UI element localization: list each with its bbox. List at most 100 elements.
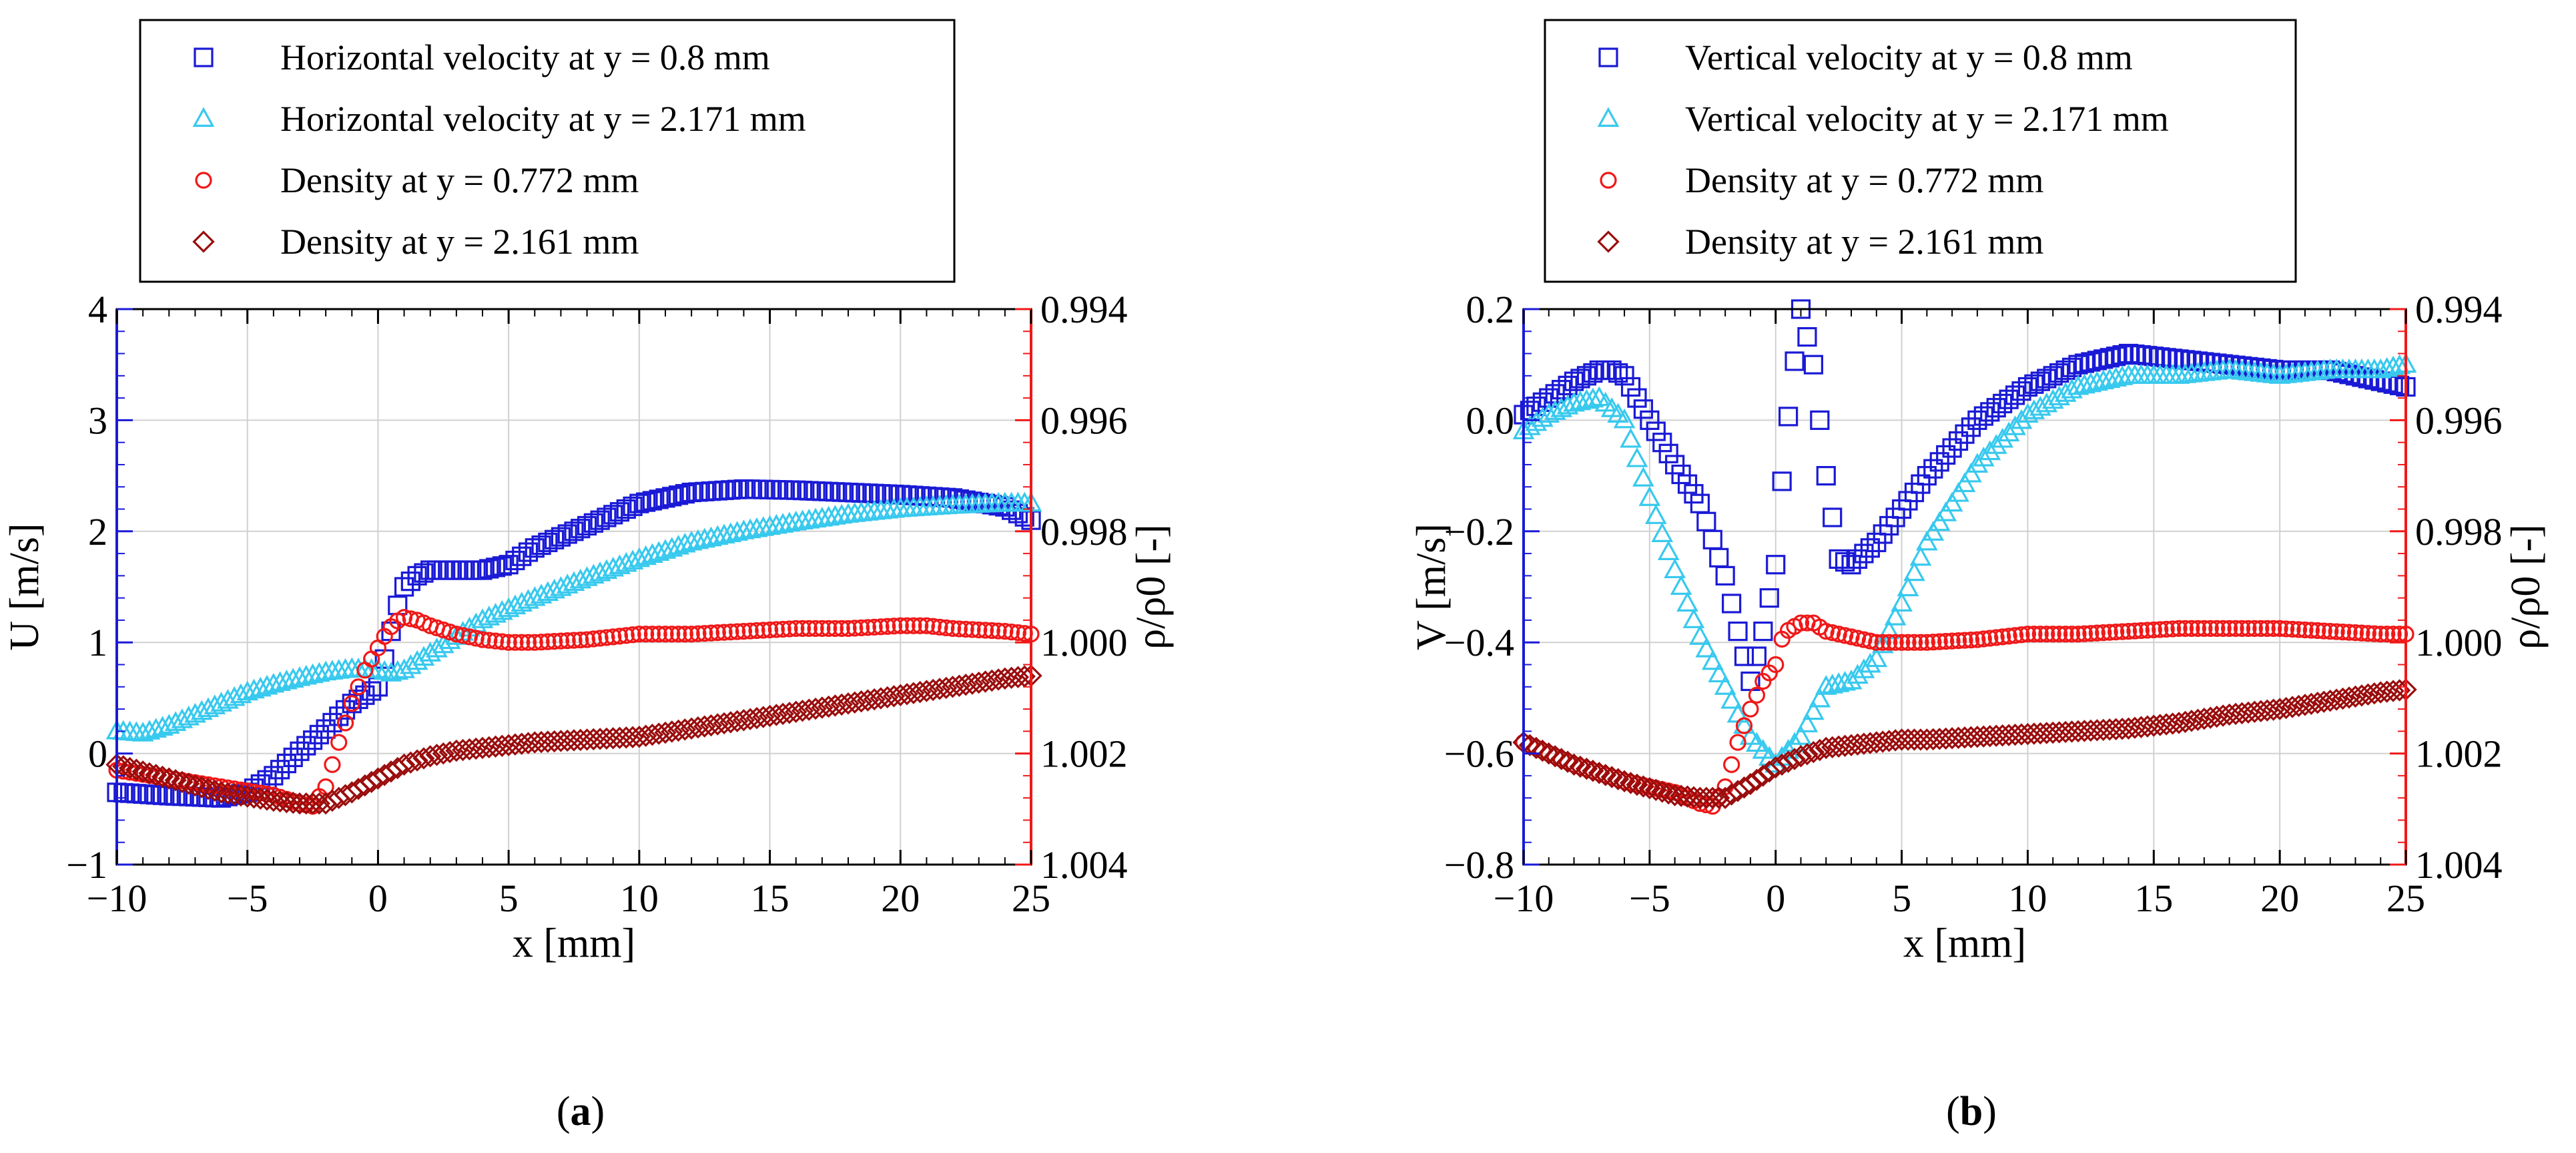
data-point xyxy=(362,681,382,701)
data-point xyxy=(832,482,852,502)
data-point xyxy=(1846,733,1869,756)
data-point xyxy=(2063,626,2081,643)
data-point xyxy=(1664,558,1686,579)
data-point xyxy=(582,563,605,584)
data-point xyxy=(1689,625,1711,645)
data-point xyxy=(2369,681,2392,704)
data-point xyxy=(2104,718,2128,740)
data-point xyxy=(2332,363,2353,383)
data-point xyxy=(1821,736,1844,758)
data-point xyxy=(1632,467,1654,487)
data-point xyxy=(1626,447,1648,467)
data-point xyxy=(1797,327,1817,347)
data-point xyxy=(876,686,899,709)
data-point xyxy=(531,535,551,555)
data-point xyxy=(419,745,442,768)
data-point xyxy=(2085,371,2108,391)
data-point xyxy=(2092,718,2115,741)
data-point xyxy=(407,565,427,586)
data-point xyxy=(1815,675,1837,695)
data-point xyxy=(2079,719,2102,742)
data-point xyxy=(1644,778,1667,801)
data-point xyxy=(1582,759,1604,782)
data-point xyxy=(693,527,716,548)
data-point xyxy=(938,619,955,636)
data-point xyxy=(2372,626,2389,643)
data-point xyxy=(745,517,768,537)
data-point xyxy=(830,693,853,716)
data-point xyxy=(1928,728,1951,750)
data-point xyxy=(1975,630,1992,648)
data-point xyxy=(662,487,682,507)
y-tick-label: 0.2 xyxy=(1466,288,1515,331)
data-point xyxy=(2158,620,2175,638)
data-point xyxy=(308,792,331,815)
data-point xyxy=(1723,756,1740,773)
data-point xyxy=(616,499,636,519)
data-point xyxy=(288,666,311,686)
data-point xyxy=(2256,699,2278,722)
data-point xyxy=(2057,626,2074,643)
data-point xyxy=(464,737,487,760)
data-point xyxy=(1953,472,1976,493)
data-point xyxy=(1632,775,1655,798)
data-point xyxy=(647,541,670,561)
y2-axis-label: ρ/ρ0 [-] xyxy=(1129,524,1174,650)
data-point xyxy=(2202,620,2219,638)
data-point xyxy=(399,751,422,774)
data-point xyxy=(564,521,584,541)
data-point xyxy=(2287,694,2310,718)
data-point xyxy=(2164,620,2182,638)
data-point xyxy=(1651,780,1674,803)
data-point xyxy=(879,618,896,635)
data-point xyxy=(2152,621,2169,638)
data-point xyxy=(628,547,651,567)
data-point xyxy=(2068,355,2088,375)
data-point xyxy=(1827,672,1850,692)
data-point xyxy=(1525,736,1548,759)
data-point xyxy=(1925,634,1942,651)
data-point xyxy=(1702,529,1722,549)
data-point xyxy=(2126,622,2144,640)
data-point xyxy=(1941,491,1963,512)
data-point xyxy=(1767,656,1785,674)
data-point xyxy=(1905,634,1923,651)
data-point xyxy=(131,760,154,783)
data-point xyxy=(806,481,826,501)
data-point xyxy=(576,566,598,586)
x-tick-label: −5 xyxy=(227,877,268,920)
data-point xyxy=(1943,632,1961,650)
data-point xyxy=(1816,465,1836,486)
data-point xyxy=(2176,620,2194,638)
data-point xyxy=(210,781,233,804)
data-point xyxy=(2378,626,2396,643)
data-point xyxy=(1903,728,1926,751)
data-point xyxy=(1956,632,1973,649)
data-point xyxy=(119,783,140,803)
data-point xyxy=(1884,606,1907,626)
data-point xyxy=(1865,731,1888,754)
data-point xyxy=(1922,521,1945,541)
data-point xyxy=(557,524,577,544)
data-point xyxy=(2376,680,2398,703)
data-point xyxy=(249,787,272,810)
data-point xyxy=(1728,621,1748,642)
data-point xyxy=(778,702,801,724)
data-point xyxy=(752,516,775,536)
data-point xyxy=(1538,742,1560,765)
data-point xyxy=(1969,631,1986,648)
data-point xyxy=(778,511,801,532)
data-point xyxy=(2369,358,2392,379)
y2-tick-label: 1.002 xyxy=(2415,732,2503,776)
data-point xyxy=(2051,626,2068,643)
data-point xyxy=(546,633,563,650)
data-point xyxy=(2309,622,2326,640)
data-point xyxy=(145,718,168,738)
data-point xyxy=(563,729,585,752)
data-point xyxy=(204,779,226,802)
data-point xyxy=(931,618,948,636)
data-point xyxy=(657,626,674,643)
data-point xyxy=(1859,732,1882,754)
data-point xyxy=(316,719,336,739)
